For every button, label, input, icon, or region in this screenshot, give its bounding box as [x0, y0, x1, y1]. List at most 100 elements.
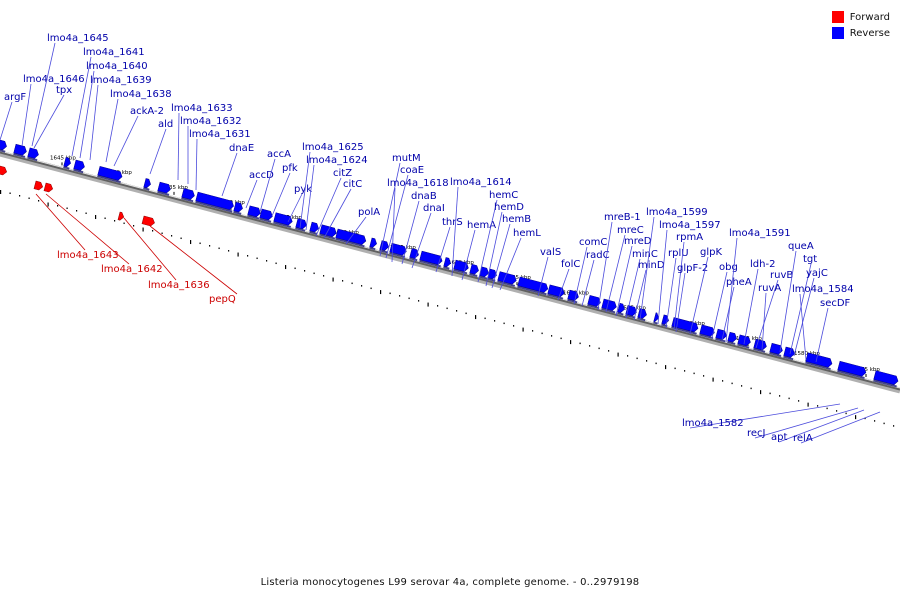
reverse-gene-arrow[interactable]	[335, 228, 367, 248]
reverse-gene-arrow[interactable]	[369, 237, 378, 251]
reverse-gene-label[interactable]: lmo4a_1641	[83, 47, 145, 58]
reverse-gene-arrow[interactable]	[617, 302, 626, 316]
reverse-gene-label[interactable]: ruvA	[758, 283, 781, 294]
reverse-gene-arrow[interactable]	[873, 370, 899, 388]
legend-item-forward[interactable]: Forward	[831, 9, 890, 25]
reverse-gene-arrow[interactable]	[497, 271, 517, 287]
reverse-gene-label[interactable]: comC	[579, 237, 607, 248]
reverse-gene-arrow[interactable]	[769, 342, 783, 357]
reverse-gene-label[interactable]: mreB-1	[604, 212, 641, 223]
reverse-gene-label[interactable]: minD	[638, 260, 665, 271]
forward-gene-arrow[interactable]	[141, 215, 156, 227]
reverse-gene-label[interactable]: accD	[249, 170, 274, 181]
forward-gene-label[interactable]: lmo4a_1642	[101, 264, 163, 275]
reverse-gene-label[interactable]: radC	[586, 250, 610, 261]
reverse-gene-label[interactable]: queA	[788, 241, 814, 252]
reverse-gene-label[interactable]: lmo4a_1638	[110, 89, 172, 100]
reverse-gene-arrow[interactable]	[727, 331, 738, 345]
reverse-gene-label[interactable]: lmo4a_1584	[792, 284, 854, 295]
reverse-gene-label[interactable]: lmo4a_1618	[387, 178, 449, 189]
reverse-gene-arrow[interactable]	[587, 295, 601, 310]
reverse-gene-label[interactable]: hemB	[502, 214, 531, 225]
reverse-gene-label[interactable]: lmo4a_1631	[189, 129, 251, 140]
reverse-gene-label[interactable]: lmo4a_1640	[86, 61, 148, 72]
reverse-gene-label[interactable]: tpx	[56, 85, 72, 96]
reverse-gene-label[interactable]: hemA	[467, 220, 496, 231]
reverse-gene-label[interactable]: hemD	[494, 202, 524, 213]
reverse-gene-arrow[interactable]	[567, 289, 579, 304]
reverse-gene-label[interactable]: lmo4a_1646	[23, 74, 85, 85]
forward-gene-label[interactable]: lmo4a_1636	[148, 280, 210, 291]
reverse-gene-arrow[interactable]	[389, 242, 407, 258]
reverse-gene-arrow[interactable]	[195, 191, 235, 213]
reverse-gene-arrow[interactable]	[63, 157, 72, 170]
reverse-gene-arrow[interactable]	[273, 212, 293, 228]
reverse-gene-label[interactable]: citZ	[333, 168, 352, 179]
reverse-gene-label[interactable]: citC	[343, 179, 362, 190]
forward-gene-arrow[interactable]	[43, 182, 54, 193]
reverse-gene-arrow[interactable]	[487, 268, 498, 282]
reverse-gene-label[interactable]: lmo4a_1633	[171, 103, 233, 114]
reverse-gene-label[interactable]: dnaE	[229, 143, 254, 154]
reverse-gene-label[interactable]: hemC	[489, 190, 518, 201]
reverse-gene-label[interactable]: argF	[4, 92, 26, 103]
reverse-gene-label[interactable]: lmo4a_1632	[180, 116, 242, 127]
reverse-gene-label[interactable]: recJ	[747, 428, 766, 439]
reverse-gene-arrow[interactable]	[443, 257, 452, 270]
reverse-gene-arrow[interactable]	[181, 188, 195, 203]
reverse-gene-label[interactable]: lmo4a_1624	[306, 155, 368, 166]
reverse-gene-label[interactable]: pyk	[294, 184, 312, 195]
legend-item-reverse[interactable]: Reverse	[831, 25, 890, 41]
reverse-gene-label[interactable]: coaE	[400, 165, 424, 176]
forward-gene-arrow[interactable]	[33, 180, 44, 191]
reverse-gene-label[interactable]: valS	[540, 247, 561, 258]
reverse-gene-label[interactable]: lmo4a_1645	[47, 33, 109, 44]
reverse-gene-arrow[interactable]	[469, 263, 480, 277]
forward-gene-label[interactable]: lmo4a_1643	[57, 250, 119, 261]
reverse-gene-arrow[interactable]	[837, 360, 867, 379]
reverse-gene-arrow[interactable]	[27, 147, 39, 162]
reverse-gene-label[interactable]: obg	[719, 262, 738, 273]
reverse-gene-arrow[interactable]	[0, 139, 8, 153]
reverse-gene-arrow[interactable]	[601, 298, 617, 314]
reverse-gene-arrow[interactable]	[653, 312, 660, 325]
reverse-gene-label[interactable]: rplU	[668, 248, 689, 259]
reverse-gene-arrow[interactable]	[233, 201, 244, 215]
reverse-gene-label[interactable]: dnaB	[411, 191, 437, 202]
reverse-gene-arrow[interactable]	[737, 334, 751, 349]
reverse-gene-label[interactable]: tgt	[803, 254, 817, 265]
reverse-gene-label[interactable]: ald	[158, 119, 173, 130]
reverse-gene-label[interactable]: polA	[358, 207, 380, 218]
reverse-gene-arrow[interactable]	[295, 218, 307, 232]
reverse-gene-label[interactable]: yajC	[806, 268, 828, 279]
reverse-gene-arrow[interactable]	[247, 205, 261, 220]
reverse-gene-arrow[interactable]	[699, 324, 715, 340]
reverse-gene-label[interactable]: glpF-2	[677, 263, 708, 274]
reverse-gene-label[interactable]: accA	[267, 149, 291, 160]
reverse-gene-label[interactable]: lmo4a_1591	[729, 228, 791, 239]
reverse-gene-arrow[interactable]	[259, 208, 273, 223]
reverse-gene-label[interactable]: mreC	[617, 225, 644, 236]
reverse-gene-label[interactable]: lmo4a_1639	[90, 75, 152, 86]
reverse-gene-arrow[interactable]	[419, 250, 443, 268]
reverse-gene-label[interactable]: ruvB	[770, 270, 793, 281]
reverse-gene-label[interactable]: ldh-2	[750, 259, 775, 270]
reverse-gene-label[interactable]: rpmA	[676, 232, 703, 243]
reverse-gene-arrow[interactable]	[309, 221, 320, 235]
reverse-gene-label[interactable]: pheA	[726, 277, 752, 288]
reverse-gene-label[interactable]: pfk	[282, 163, 298, 174]
reverse-gene-label[interactable]: minC	[632, 249, 658, 260]
reverse-gene-label[interactable]: lmo4a_1625	[302, 142, 364, 153]
forward-gene-arrow[interactable]	[0, 165, 8, 176]
reverse-gene-arrow[interactable]	[157, 181, 171, 196]
reverse-gene-arrow[interactable]	[753, 338, 767, 353]
reverse-gene-label[interactable]: dnaI	[423, 203, 445, 214]
reverse-gene-arrow[interactable]	[143, 178, 152, 191]
reverse-gene-label[interactable]: lmo4a_1614	[450, 177, 512, 188]
forward-gene-label[interactable]: pepQ	[209, 294, 236, 305]
reverse-gene-arrow[interactable]	[661, 314, 670, 328]
reverse-gene-arrow[interactable]	[73, 159, 85, 174]
reverse-gene-label[interactable]: secDF	[820, 298, 851, 309]
reverse-gene-label[interactable]: mutM	[392, 153, 421, 164]
forward-gene-arrow[interactable]	[117, 211, 125, 221]
